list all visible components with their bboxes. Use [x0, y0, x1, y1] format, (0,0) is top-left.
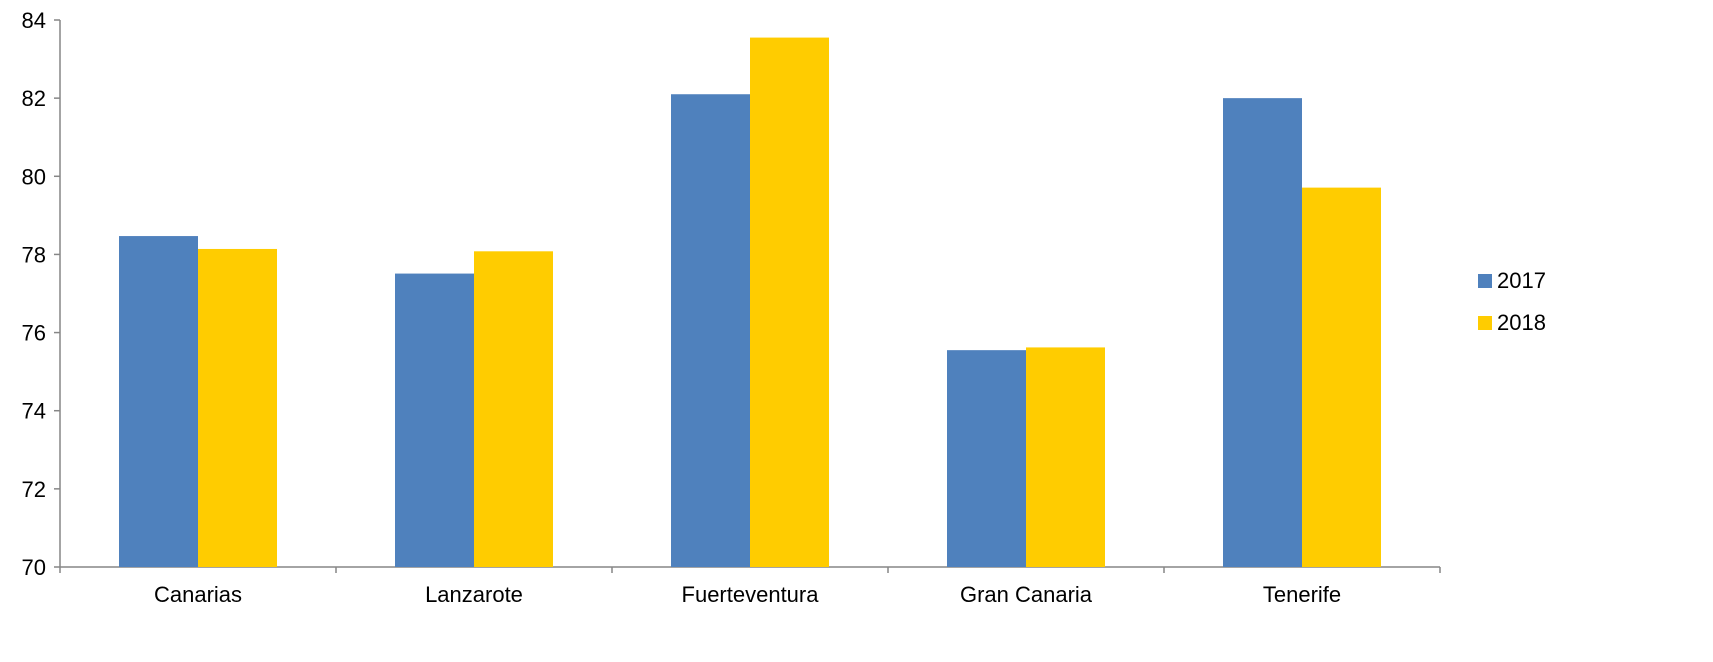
legend-label-2018: 2018 [1497, 310, 1546, 335]
y-tick-label: 84 [22, 8, 46, 33]
y-tick-label: 80 [22, 164, 46, 189]
bar-2017-gran-canaria [947, 350, 1026, 567]
y-tick-label: 78 [22, 242, 46, 267]
axes: 70 72 74 76 78 80 82 84 Canarias Lanzarote Fuertev… [22, 8, 1441, 607]
x-category-label: Lanzarote [425, 582, 523, 607]
legend-label-2017: 2017 [1497, 268, 1546, 293]
bar-2018-gran-canaria [1026, 347, 1105, 567]
bars [119, 37, 1381, 568]
x-category-label: Fuerteventura [682, 582, 820, 607]
legend-swatch-2018 [1478, 316, 1492, 330]
x-category-label: Gran Canaria [960, 582, 1093, 607]
y-tick-label: 82 [22, 86, 46, 111]
bar-2018-tenerife [1302, 187, 1381, 567]
bar-2018-fuerteventura [750, 37, 829, 567]
y-tick-label: 74 [22, 399, 46, 424]
bar-2018-canarias [198, 248, 277, 568]
y-tick-label: 70 [22, 555, 46, 580]
x-category-label: Canarias [154, 582, 242, 607]
bar-2017-tenerife [1223, 98, 1302, 568]
legend-swatch-2017 [1478, 274, 1492, 288]
legend: 2017 2018 [1478, 268, 1546, 335]
y-tick-label: 72 [22, 477, 46, 502]
y-tick-label: 76 [22, 321, 46, 346]
bar-2017-lanzarote [395, 273, 474, 567]
bar-2018-lanzarote [474, 251, 553, 567]
bar-2017-fuerteventura [671, 94, 750, 567]
x-category-label: Tenerife [1263, 582, 1341, 607]
bar-2017-canarias [119, 236, 198, 567]
